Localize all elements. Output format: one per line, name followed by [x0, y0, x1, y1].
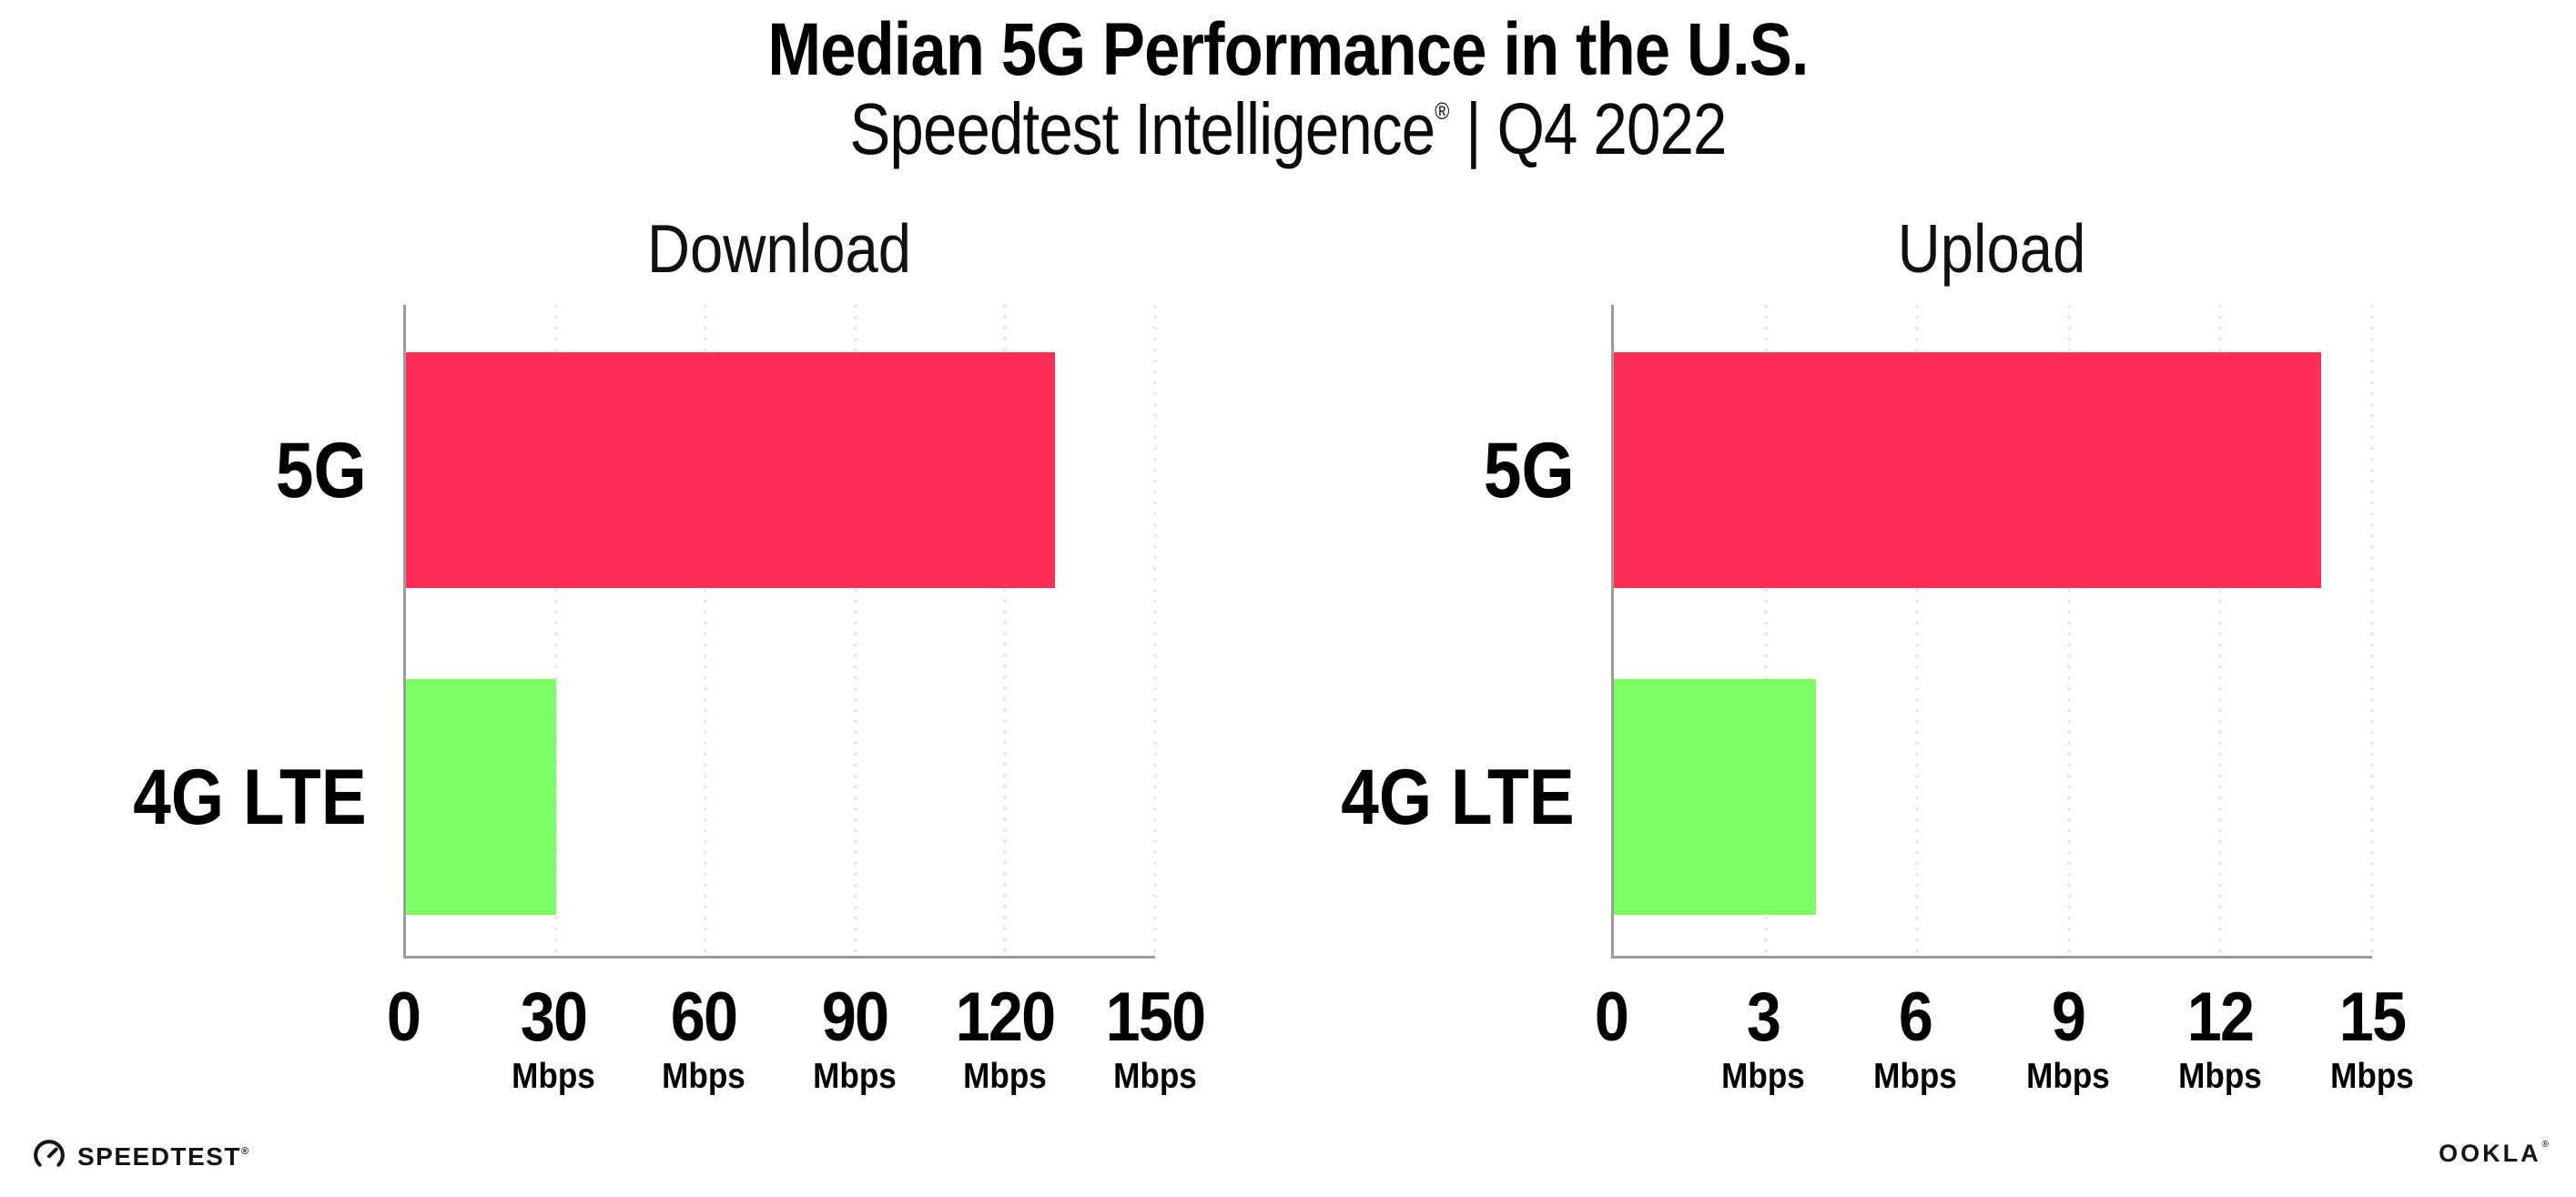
category-label-4g-lte: 4G LTE: [133, 753, 367, 841]
gridline-90: [854, 305, 857, 956]
x-tick-value: 0: [1594, 979, 1629, 1056]
x-tick-6: 6 Mbps: [1869, 979, 1962, 1096]
x-tick-value: 6: [1899, 979, 1933, 1056]
upload-plot-area: [1611, 305, 2374, 959]
upload-chart: Upload 0 3 Mbps 6 Mbps 9 Mbps 12 Mbps 15 Mbps 5G 4G …: [1342, 215, 2414, 1094]
registered-trademark-symbol: ®: [1435, 97, 1450, 125]
ookla-logo: OOKLA ®: [2439, 1140, 2549, 1167]
category-label-5g: 5G: [1484, 426, 1575, 514]
x-tick-15: 15 Mbps: [2326, 979, 2419, 1096]
gridline-150: [1153, 305, 1157, 956]
bar-4g-lte: [406, 679, 556, 915]
speedtest-registered-symbol: ®: [240, 1145, 249, 1157]
category-label-4g-lte: 4G LTE: [1341, 753, 1575, 841]
download-chart-title: Download: [646, 210, 912, 287]
x-tick-value: 120: [955, 979, 1056, 1056]
page-title: Median 5G Performance in the U.S.: [767, 8, 1809, 91]
download-plot-area: [403, 305, 1157, 959]
gridline-12: [2218, 305, 2222, 956]
x-tick-unit: Mbps: [962, 1056, 1047, 1096]
x-tick-3: 3 Mbps: [1717, 979, 1810, 1096]
x-tick-60: 60 Mbps: [657, 979, 750, 1096]
x-tick-unit: Mbps: [1721, 1056, 1806, 1096]
x-tick-value: 30: [520, 979, 588, 1056]
subtitle-period: | Q4 2022: [1449, 88, 1727, 169]
gauge-icon: [33, 1138, 66, 1175]
category-label-5g: 5G: [276, 426, 367, 514]
x-tick-unit: Mbps: [1873, 1056, 1958, 1096]
bar-5g: [406, 352, 1056, 588]
x-tick-value: 60: [671, 979, 738, 1056]
speedtest-logo: SPEEDTEST®: [33, 1138, 248, 1175]
gridline-30: [554, 305, 558, 956]
x-tick-value: 3: [1747, 979, 1781, 1056]
x-tick-unit: Mbps: [812, 1056, 897, 1096]
bar-5g: [1614, 352, 2322, 588]
x-tick-unit: Mbps: [512, 1056, 596, 1096]
x-tick-30: 30 Mbps: [507, 979, 600, 1096]
x-tick-value: 90: [821, 979, 888, 1056]
x-tick-12: 12 Mbps: [2174, 979, 2267, 1096]
gridline-6: [1915, 305, 1919, 956]
x-tick-0: 0: [1593, 979, 1629, 1056]
gridline-9: [2067, 305, 2071, 956]
x-tick-value: 15: [2338, 979, 2407, 1056]
bar-4g-lte: [1614, 679, 1817, 915]
x-tick-9: 9 Mbps: [2022, 979, 2115, 1096]
x-tick-unit: Mbps: [2025, 1056, 2110, 1096]
upload-chart-title: Upload: [1897, 210, 2086, 287]
gridline-120: [1003, 305, 1007, 956]
subtitle: Speedtest Intelligence® | Q4 2022: [206, 91, 2369, 167]
x-tick-value: 9: [2051, 979, 2085, 1056]
ookla-registered-symbol: ®: [2541, 1140, 2549, 1150]
gridline-15: [2370, 305, 2374, 956]
x-tick-0: 0: [385, 979, 421, 1056]
x-tick-150: 150 Mbps: [1100, 979, 1211, 1096]
gridline-60: [704, 305, 707, 956]
x-tick-unit: Mbps: [662, 1056, 746, 1096]
ookla-wordmark: OOKLA: [2439, 1140, 2541, 1167]
x-tick-value: 0: [386, 979, 421, 1056]
x-tick-value: 12: [2186, 979, 2255, 1056]
speedtest-wordmark: SPEEDTEST®: [77, 1141, 249, 1171]
x-tick-90: 90 Mbps: [808, 979, 901, 1096]
x-tick-unit: Mbps: [1113, 1056, 1197, 1096]
x-tick-unit: Mbps: [2330, 1056, 2414, 1096]
x-tick-120: 120 Mbps: [949, 979, 1060, 1096]
download-chart: Download 0 30 Mbps 60 Mbps 90 Mbps 120 Mbps 150 Mb…: [134, 215, 1207, 1094]
x-tick-unit: Mbps: [2177, 1056, 2262, 1096]
subtitle-brand: Speedtest Intelligence: [849, 88, 1435, 169]
x-tick-value: 150: [1105, 979, 1207, 1056]
gridline-3: [1764, 305, 1768, 956]
